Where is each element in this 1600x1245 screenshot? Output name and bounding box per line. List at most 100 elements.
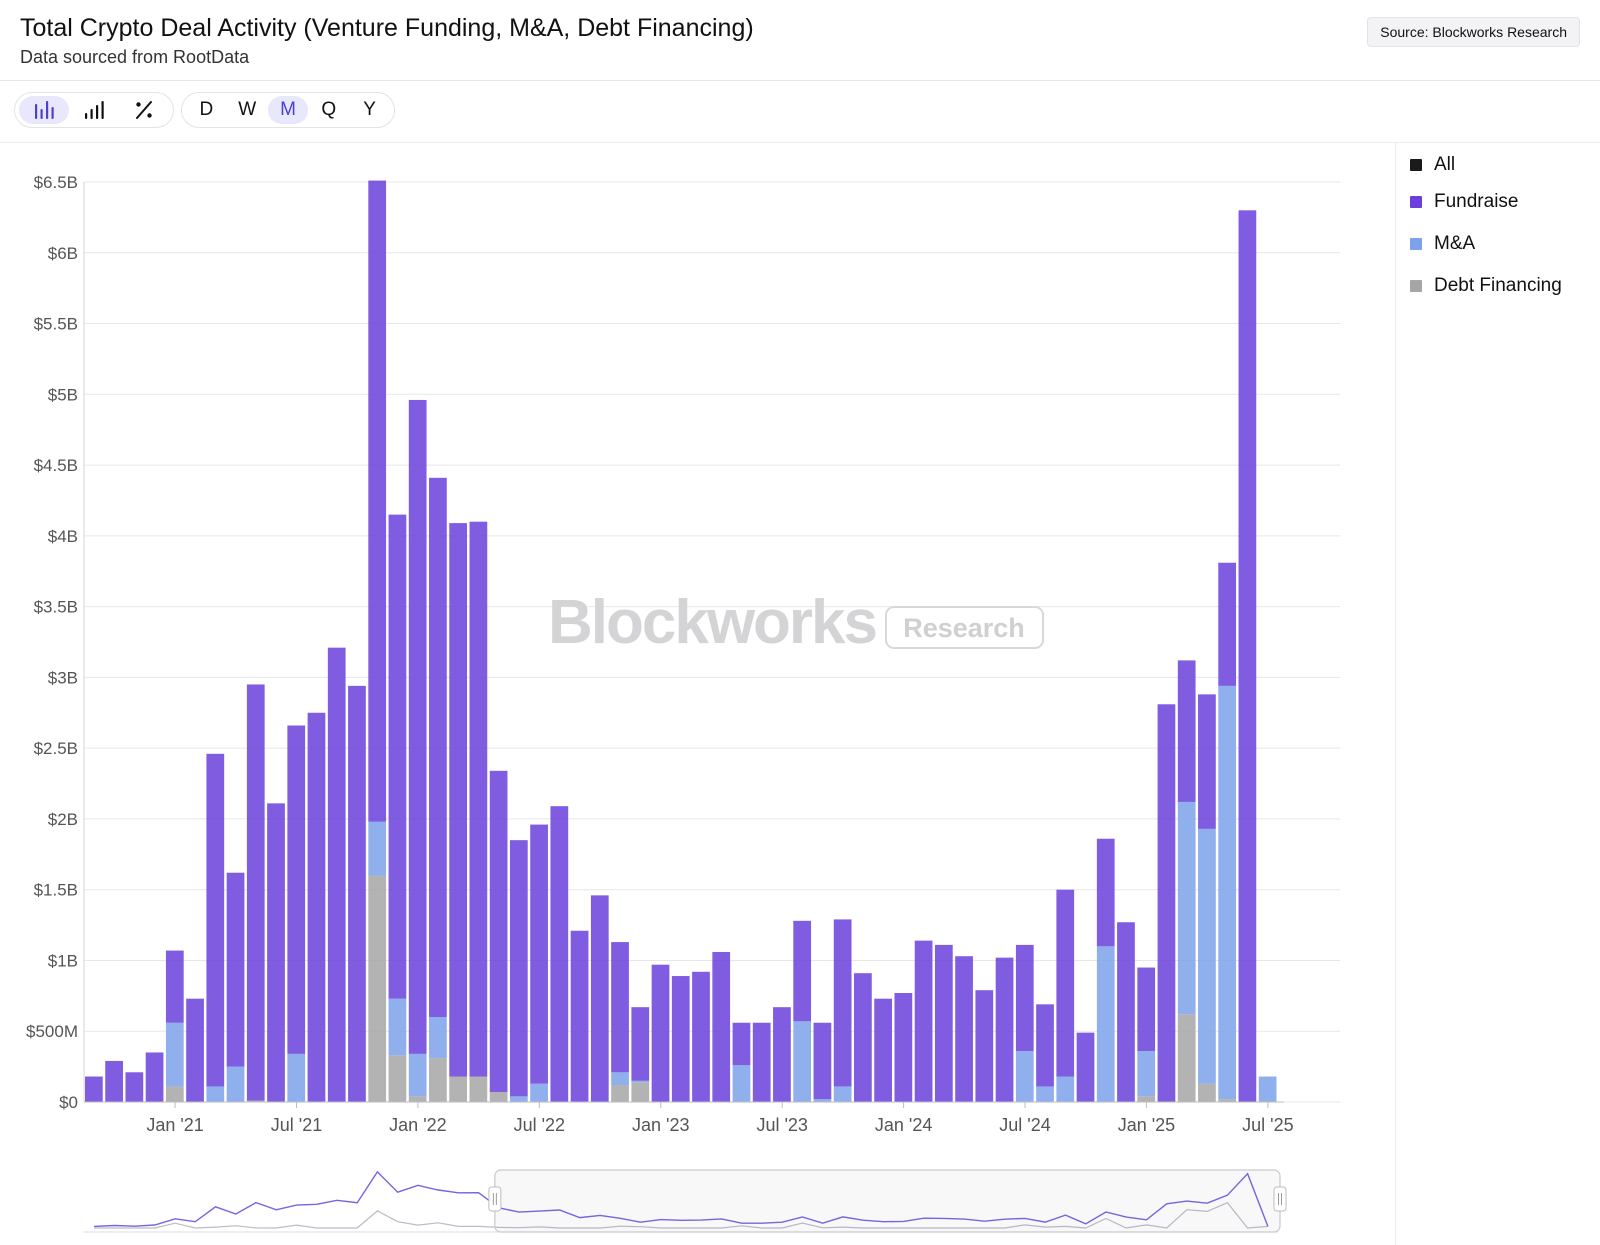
bar-fundraise-2021-06[interactable]: Fundraise 2021-06: 2110000000 [267,803,285,1102]
bar-fundraise-2021-07[interactable]: Fundraise 2021-07: 2320000000 [287,725,306,1054]
bar-fundraise-2021-11[interactable]: Fundraise 2021-11: 4530000000 [368,180,387,822]
bar-m-a-2022-07[interactable]: M&A 2022-07: 130000000 [530,1083,548,1102]
bar-m-a-2023-10[interactable]: M&A 2023-10: 110000000 [833,1086,852,1102]
bar-fundraise-2023-06[interactable]: Fundraise 2023-06: 560000000 [752,1022,771,1102]
navigator-selection[interactable] [494,1169,1281,1233]
bar-fundraise-2021-01[interactable]: Fundraise 2021-01: 510000000 [165,950,184,1023]
bar-fundraise-2025-02[interactable]: Fundraise 2025-02: 2810000000 [1157,704,1176,1102]
bar-m-a-2025-03[interactable]: M&A 2025-03: 1500000000 [1177,801,1196,1015]
bar-m-a-2021-11[interactable]: M&A 2021-11: 380000000 [368,821,387,876]
bar-fundraise-2021-03[interactable]: Fundraise 2021-03: 2350000000 [206,753,225,1087]
bar-fundraise-2022-05[interactable]: Fundraise 2022-05: 2270000000 [489,770,508,1093]
period-button-y[interactable]: Y [363,99,376,120]
bar-fundraise-2022-09[interactable]: Fundraise 2022-09: 1210000000 [570,930,589,1102]
bar-debt-financing-2022-11[interactable]: Debt Financing 2022-11: 120000000 [611,1085,629,1102]
bar-fundraise-2024-07[interactable]: Fundraise 2024-07: 750000000 [1015,944,1034,1052]
period-button-d[interactable]: D [199,99,214,120]
bar-fundraise-2024-12[interactable]: Fundraise 2024-12: 1270000000 [1117,922,1135,1102]
legend-item-ma[interactable]: M&A [1410,233,1475,255]
bar-fundraise-2024-03[interactable]: Fundraise 2024-03: 1110000000 [934,944,953,1102]
bar-m-a-2021-01[interactable]: M&A 2021-01: 450000000 [165,1022,184,1087]
bar-debt-financing-2022-03[interactable]: Debt Financing 2022-03: 180000000 [449,1076,468,1102]
bar-debt-financing-2022-01[interactable]: Debt Financing 2022-01: 40000000 [408,1096,427,1102]
bar-fundraise-2023-10[interactable]: Fundraise 2023-10: 1180000000 [833,919,852,1087]
period-button-q[interactable]: Q [321,99,337,120]
bar-fundraise-2023-07[interactable]: Fundraise 2023-07: 670000000 [773,1007,791,1102]
stacked-bar-chart[interactable]: $0 $500M $1B $1.5B $2B $2.5B $3B $3.5B $4B $4.5B $… [0,142,1395,1245]
bar-fundraise-2024-04[interactable]: Fundraise 2024-04: 1030000000 [955,956,973,1102]
bar-fundraise-2021-09[interactable]: Fundraise 2021-09: 3210000000 [327,647,346,1102]
bar-fundraise-2023-09[interactable]: Fundraise 2023-09: 540000000 [813,1022,832,1100]
bar-fundraise-2021-04[interactable]: Fundraise 2021-04: 1370000000 [226,872,245,1067]
bar-fundraise-2022-08[interactable]: Fundraise 2022-08: 2090000000 [550,806,569,1102]
bar-m-a-2024-07[interactable]: M&A 2024-07: 360000000 [1015,1051,1034,1102]
bar-fundraise-2022-10[interactable]: Fundraise 2022-10: 1460000000 [590,895,609,1102]
bar-fundraise-2022-07[interactable]: Fundraise 2022-07: 1830000000 [530,824,548,1084]
bar-fundraise-2023-08[interactable]: Fundraise 2023-08: 710000000 [793,920,812,1022]
bar-m-a-2023-05[interactable]: M&A 2023-05: 260000000 [732,1065,751,1102]
bar-fundraise-2021-08[interactable]: Fundraise 2021-08: 2750000000 [307,712,326,1102]
bar-debt-financing-2022-02[interactable]: Debt Financing 2022-02: 310000000 [429,1058,447,1102]
bar-m-a-2021-07[interactable]: M&A 2021-07: 340000000 [287,1053,306,1102]
bar-fundraise-2022-12[interactable]: Fundraise 2022-12: 520000000 [631,1007,650,1081]
bar-fundraise-2022-03[interactable]: Fundraise 2022-03: 3910000000 [449,523,468,1077]
bar-m-a-2022-12[interactable]: M&A 2022-12: 10000000 [631,1080,650,1083]
bar-fundraise-2024-05[interactable]: Fundraise 2024-05: 790000000 [975,990,994,1102]
bar-debt-financing-2025-01[interactable]: Debt Financing 2025-01: 40000000 [1137,1096,1156,1102]
bar-fundraise-2023-03[interactable]: Fundraise 2023-03: 920000000 [692,971,710,1102]
legend-item-all[interactable]: All [1410,154,1455,176]
bar-fundraise-2025-05[interactable]: Fundraise 2025-05: 870000000 [1218,562,1237,686]
bar-m-a-2024-09[interactable]: M&A 2024-09: 180000000 [1056,1076,1075,1102]
bar-fundraise-2024-02[interactable]: Fundraise 2024-02: 1140000000 [914,940,933,1102]
bar-fundraise-2020-12[interactable]: Fundraise 2020-12: 350000000 [145,1052,164,1102]
bar-m-a-2022-06[interactable]: M&A 2022-06: 40000000 [509,1096,528,1102]
period-button-w[interactable]: W [238,99,257,120]
bar-chart-icon[interactable] [69,96,119,124]
range-navigator[interactable] [84,1169,1287,1233]
bar-fundraise-2025-01[interactable]: Fundraise 2025-01: 590000000 [1137,967,1156,1052]
bar-fundraise-2025-04[interactable]: Fundraise 2025-04: 950000000 [1198,694,1216,829]
bar-m-a-2025-04[interactable]: M&A 2025-04: 1800000000 [1198,828,1216,1084]
percent-icon[interactable] [119,96,169,124]
bar-debt-financing-2021-11[interactable]: Debt Financing 2021-11: 1600000000 [368,875,387,1102]
bar-fundraise-2020-10[interactable]: Fundraise 2020-10: 290000000 [105,1060,123,1102]
bar-m-a-2023-09[interactable]: M&A 2023-09: 20000000 [813,1099,832,1102]
bar-fundraise-2021-05[interactable]: Fundraise 2021-05: 2940000000 [246,684,265,1101]
bar-fundraise-2022-04[interactable]: Fundraise 2022-04: 3920000000 [469,521,488,1077]
bar-m-a-2025-01[interactable]: M&A 2025-01: 320000000 [1137,1051,1156,1097]
bar-m-a-2022-11[interactable]: M&A 2022-11: 90000000 [611,1072,629,1086]
navigator-right-handle[interactable] [1273,1186,1287,1212]
bar-m-a-2023-08[interactable]: M&A 2023-08: 570000000 [793,1021,812,1102]
bar-m-a-2022-01[interactable]: M&A 2022-01: 300000000 [408,1053,427,1097]
bar-fundraise-2023-04[interactable]: Fundraise 2023-04: 1060000000 [712,951,731,1102]
bar-fundraise-2023-02[interactable]: Fundraise 2023-02: 890000000 [671,976,690,1102]
bar-fundraise-2024-01[interactable]: Fundraise 2024-01: 770000000 [894,993,913,1102]
bar-m-a-2024-08[interactable]: M&A 2024-08: 110000000 [1036,1086,1054,1102]
bar-fundraise-2022-06[interactable]: Fundraise 2022-06: 1810000000 [509,840,528,1097]
bar-debt-financing-2021-12[interactable]: Debt Financing 2021-12: 330000000 [388,1055,407,1102]
bar-fundraise-2021-10[interactable]: Fundraise 2021-10: 2940000000 [348,685,366,1102]
bar-debt-financing-2021-05[interactable]: Debt Financing 2021-05: 10000000 [246,1100,265,1102]
navigator-left-handle[interactable] [488,1186,502,1212]
period-button-m[interactable]: M [267,96,309,124]
bar-debt-financing-2022-04[interactable]: Debt Financing 2022-04: 180000000 [469,1076,488,1102]
bar-m-a-2022-02[interactable]: M&A 2022-02: 290000000 [429,1017,447,1059]
bar-fundraise-2021-12[interactable]: Fundraise 2021-12: 3420000000 [388,514,407,999]
bar-fundraise-2024-11[interactable]: Fundraise 2024-11: 760000000 [1096,838,1115,947]
bar-fundraise-2025-06[interactable]: Fundraise 2025-06: 6300000000 [1238,210,1257,1103]
bar-fundraise-2025-03[interactable]: Fundraise 2025-03: 1000000000 [1177,660,1196,802]
stacked-bar-chart-icon[interactable] [19,96,69,124]
bar-fundraise-2022-11[interactable]: Fundraise 2022-11: 920000000 [611,942,629,1073]
bar-fundraise-2024-10[interactable]: Fundraise 2024-10: 490000000 [1076,1032,1095,1102]
bar-m-a-2024-11[interactable]: M&A 2024-11: 1100000000 [1096,946,1115,1102]
legend-item-fundraise[interactable]: Fundraise [1410,191,1519,213]
bar-debt-financing-2025-04[interactable]: Debt Financing 2025-04: 130000000 [1198,1083,1216,1102]
bar-fundraise-2023-11[interactable]: Fundraise 2023-11: 910000000 [854,973,872,1102]
bar-fundraise-2022-02[interactable]: Fundraise 2022-02: 3810000000 [429,477,447,1018]
bar-debt-financing-2025-03[interactable]: Debt Financing 2025-03: 620000000 [1177,1014,1196,1102]
bar-m-a-2021-04[interactable]: M&A 2021-04: 250000000 [226,1066,245,1102]
bar-m-a-2025-05[interactable]: M&A 2025-05: 2920000000 [1218,685,1237,1100]
bar-debt-financing-2022-12[interactable]: Debt Financing 2022-12: 140000000 [631,1082,650,1102]
bar-fundraise-2023-12[interactable]: Fundraise 2023-12: 730000000 [874,998,892,1102]
bar-debt-financing-2022-05[interactable]: Debt Financing 2022-05: 70000000 [489,1092,508,1102]
